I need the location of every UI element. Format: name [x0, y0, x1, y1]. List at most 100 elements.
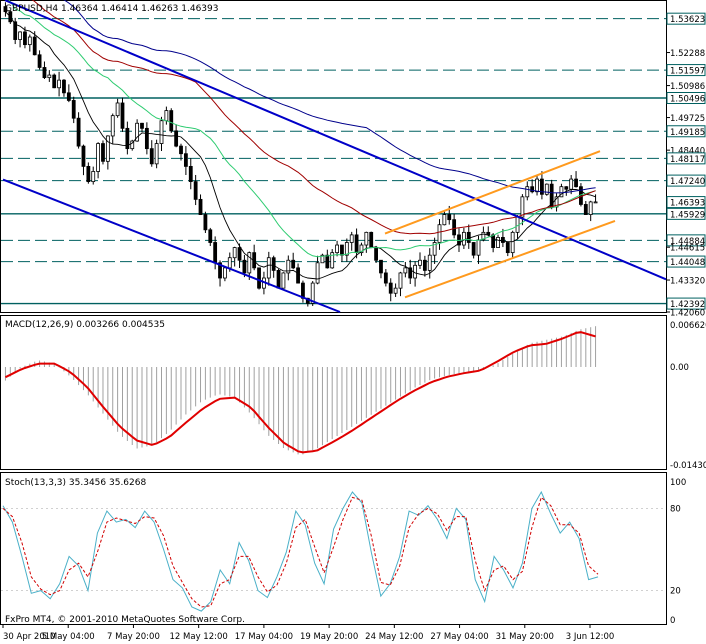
price-tag-box [666, 64, 706, 77]
axis-layer: 1.53623 1.52288 1.51597 1.50986 1.50496 1.497… [2, 12, 706, 642]
candle-body [320, 254, 325, 264]
candle-body [198, 198, 203, 215]
candle-body [18, 31, 22, 40]
price-axis-label: 1.48117 [670, 155, 705, 165]
candle-body [164, 110, 169, 122]
candle-body [62, 79, 66, 94]
candle-body [461, 231, 466, 246]
candle-body [271, 257, 276, 271]
candle-body [188, 165, 193, 183]
candle-body [144, 127, 149, 150]
stoch-axis-label: 80 [670, 504, 681, 514]
ma-red-line [31, 0, 596, 235]
price-axis-label: 1.49725 [670, 114, 705, 124]
candle-body [3, 6, 8, 13]
candle-body [403, 267, 408, 274]
candle-body [369, 231, 374, 248]
time-axis-label: 27 May 04:00 [430, 632, 488, 642]
candle-body [91, 171, 96, 183]
candle-body [52, 74, 57, 89]
trendline-lower [2, 178, 341, 313]
macd-header: MACD(12,26,9) 0.003266 0.004535 [5, 320, 165, 330]
candle-body [374, 247, 378, 261]
candle-body [169, 110, 174, 132]
price-tag-box [666, 125, 706, 138]
stochastic-layer [1, 490, 666, 612]
stoch-panel-frame [0, 472, 667, 625]
candle-body [71, 100, 76, 119]
candle-body [344, 242, 349, 256]
price-axis-label: 1.42060 [670, 309, 705, 319]
stoch-axis-label: 20 [670, 587, 681, 597]
main-header: GBPUSD,H4 1.46364 1.46414 1.46263 1.4639… [5, 4, 218, 14]
price-axis-label: 1.50986 [670, 82, 705, 92]
candle-body [393, 287, 398, 294]
candle-body [310, 282, 315, 304]
candle-body [96, 143, 101, 172]
candle-body [535, 178, 539, 193]
channel-upper [384, 150, 601, 235]
stoch-axis-label: 100 [670, 478, 686, 488]
candle-body [13, 21, 18, 40]
price-tag-box [666, 255, 706, 268]
stoch-main-line [2, 490, 599, 612]
candle-body [247, 252, 252, 274]
candle-body [335, 244, 339, 254]
candle-body [140, 122, 144, 129]
candle-body [57, 79, 61, 89]
candle-body [266, 257, 271, 279]
candle-body [505, 242, 510, 254]
candle-body [86, 165, 91, 183]
candle-body [130, 140, 135, 150]
candle-body [27, 36, 32, 46]
candle-body [237, 247, 242, 261]
price-axis-label: 1.44615 [670, 244, 705, 254]
trendline-upper [4, 0, 667, 281]
candle-body [491, 234, 496, 248]
candle-body [496, 237, 500, 248]
ma-green-line [8, 0, 596, 258]
price-axis-label: 1.47240 [670, 177, 705, 187]
candle-body [388, 282, 393, 294]
time-axis-label: 19 May 20:00 [300, 632, 358, 642]
candle-body [418, 259, 422, 266]
candle-body [42, 67, 47, 79]
candle-body [179, 145, 183, 155]
candle-body [232, 247, 237, 259]
candle-body [257, 267, 261, 289]
ma-darkblue-line [63, 0, 596, 194]
macd-signal-line [4, 331, 596, 454]
candle-body [110, 115, 115, 137]
price-axis-label: 1.49185 [670, 128, 705, 138]
candle-body [500, 237, 505, 243]
candle-body [227, 257, 232, 269]
candle-body [325, 254, 330, 269]
candle-body [330, 252, 335, 269]
candle-body [76, 117, 81, 147]
candle-body [408, 267, 413, 279]
candle-body [208, 229, 213, 243]
time-axis-label: 17 May 04:00 [235, 632, 293, 642]
price-tag-box [666, 174, 706, 187]
price-axis-label: 1.50496 [670, 95, 705, 105]
candle-body [340, 244, 344, 256]
candle-body [471, 242, 476, 256]
candle-body [525, 186, 530, 198]
candle-body [364, 231, 369, 246]
candle-body [481, 231, 486, 241]
candle-body [447, 214, 452, 221]
candle-body [510, 231, 515, 254]
candle-body [81, 145, 86, 167]
candle-body [544, 183, 549, 195]
candle-body [452, 219, 457, 236]
time-axis-label: 30 Apr 2010 [3, 632, 56, 642]
candle-body [223, 267, 227, 279]
price-axis-label: 1.43320 [670, 277, 705, 287]
candle-body [242, 259, 247, 274]
price-axis-label: 1.42392 [670, 300, 705, 310]
stoch-signal-line [2, 496, 599, 608]
time-axis-label: 31 May 20:00 [496, 632, 554, 642]
candle-body [47, 74, 52, 79]
